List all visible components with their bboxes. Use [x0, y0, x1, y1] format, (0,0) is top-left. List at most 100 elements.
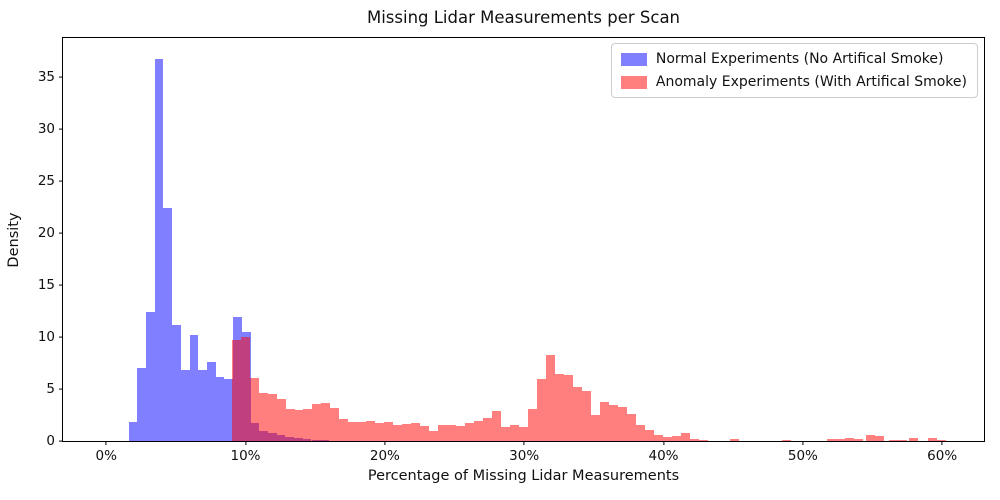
- x-tick-label: 40%: [648, 448, 679, 464]
- x-tick-label: 0%: [95, 448, 117, 464]
- histogram-bar: [835, 438, 845, 441]
- y-tick-label: 30: [37, 121, 55, 138]
- histogram-bar: [519, 426, 529, 441]
- y-tick-label: 5: [46, 381, 55, 398]
- histogram-bar: [528, 409, 538, 441]
- histogram-bar: [874, 436, 884, 441]
- histogram-bar: [662, 437, 672, 441]
- x-tick-mark: [802, 441, 804, 445]
- histogram-bar: [600, 401, 610, 441]
- chart-title: Missing Lidar Measurements per Scan: [366, 8, 681, 27]
- histogram-bar: [564, 374, 574, 441]
- histogram-bar: [844, 438, 854, 441]
- histogram-bar: [189, 335, 199, 441]
- histogram-bar: [627, 414, 636, 441]
- histogram-bar: [375, 423, 385, 441]
- x-tick-mark: [384, 441, 386, 445]
- histogram-bar: [465, 422, 475, 441]
- histogram-bar: [137, 368, 147, 441]
- y-tick-label: 20: [37, 225, 55, 242]
- histogram-bar: [224, 378, 234, 441]
- x-tick-label: 10%: [230, 448, 261, 464]
- y-tick-mark: [59, 180, 63, 182]
- histogram-bar: [680, 433, 690, 441]
- histogram-bar: [492, 410, 502, 441]
- x-tick-mark: [662, 441, 665, 445]
- y-tick-mark: [59, 232, 63, 234]
- histogram-bar: [357, 422, 367, 441]
- histogram-bar: [573, 387, 583, 441]
- histogram-bar: [908, 437, 918, 441]
- histogram-bar: [163, 208, 173, 441]
- y-tick-mark: [59, 76, 63, 79]
- y-axis-label: Density: [6, 212, 22, 268]
- histogram-bar: [198, 370, 207, 441]
- histogram-bar: [591, 415, 601, 441]
- legend-entry-anomaly: Anomaly Experiments (With Artifical Smok…: [620, 74, 967, 90]
- histogram-bar: [698, 440, 708, 441]
- histogram-bar: [384, 421, 394, 441]
- histogram-bar: [240, 337, 250, 441]
- legend: Normal Experiments (No Artifical Smoke) …: [610, 43, 978, 98]
- histogram-bar: [826, 438, 836, 441]
- histogram-bar: [781, 439, 791, 441]
- histogram-bar: [582, 391, 592, 441]
- anomaly-experiments-bars: [63, 38, 984, 441]
- histogram-bar: [393, 424, 403, 441]
- plot-area: 0% 10% 20% 30% 40% 50% 60% 0 5 10 15 20 25 30 35 Norm…: [38, 37, 985, 464]
- histogram-bar: [671, 435, 681, 441]
- histogram-bar: [609, 404, 619, 441]
- x-tick-label: 30%: [509, 448, 540, 464]
- legend-label-normal: Normal Experiments (No Artifical Smoke): [655, 51, 944, 67]
- histogram-bar: [172, 324, 181, 441]
- histogram-bar: [689, 438, 699, 441]
- histogram-bar: [366, 420, 376, 441]
- histogram-bar: [215, 376, 225, 441]
- histogram-bar: [339, 418, 349, 441]
- x-axis-label: Percentage of Missing Lidar Measurements: [367, 468, 680, 484]
- histogram-bar: [321, 403, 331, 441]
- histogram-bar: [267, 394, 277, 441]
- y-tick-label: 15: [37, 277, 55, 294]
- histogram-bar: [231, 340, 241, 441]
- legend-label-anomaly: Anomaly Experiments (With Artifical Smok…: [655, 74, 967, 90]
- histogram-bar: [249, 378, 259, 441]
- histogram-bar: [898, 439, 908, 441]
- histogram-bar: [294, 410, 304, 441]
- histogram-bar: [128, 421, 138, 441]
- histogram-bar: [937, 439, 947, 441]
- legend-entry-normal: Normal Experiments (No Artifical Smoke): [620, 51, 967, 67]
- y-tick-label: 0: [46, 433, 55, 449]
- histogram-bar: [330, 407, 340, 441]
- histogram-bar: [312, 403, 322, 441]
- histogram-bar: [429, 430, 439, 441]
- x-tick-label: 20%: [369, 448, 400, 464]
- y-tick-mark: [59, 336, 63, 338]
- histogram-bar: [555, 373, 565, 441]
- histogram-bar: [644, 430, 654, 441]
- histogram-bar: [303, 408, 313, 441]
- histogram-bar: [730, 439, 740, 441]
- x-tick-label: 50%: [787, 448, 818, 464]
- histogram-bar: [537, 378, 547, 441]
- y-tick-mark: [59, 388, 63, 390]
- histogram-bar: [510, 424, 520, 441]
- x-tick-mark: [941, 441, 943, 445]
- x-tick-mark: [244, 441, 247, 445]
- histogram-bar: [456, 425, 466, 441]
- histogram-bar: [285, 408, 295, 441]
- histogram-bar: [618, 406, 628, 441]
- histogram-bar: [474, 420, 484, 441]
- histogram-bar: [865, 435, 875, 441]
- legend-swatch-normal: [620, 52, 647, 66]
- histogram-bar: [889, 439, 899, 441]
- histogram-bar: [447, 424, 457, 441]
- histogram-bar: [546, 354, 556, 441]
- histogram-bar: [348, 421, 358, 441]
- legend-swatch-anomaly: [620, 75, 647, 89]
- histogram-bar: [207, 362, 216, 441]
- histogram-bar: [653, 434, 663, 441]
- histogram-bar: [636, 424, 645, 441]
- y-tick-label: 10: [37, 329, 55, 346]
